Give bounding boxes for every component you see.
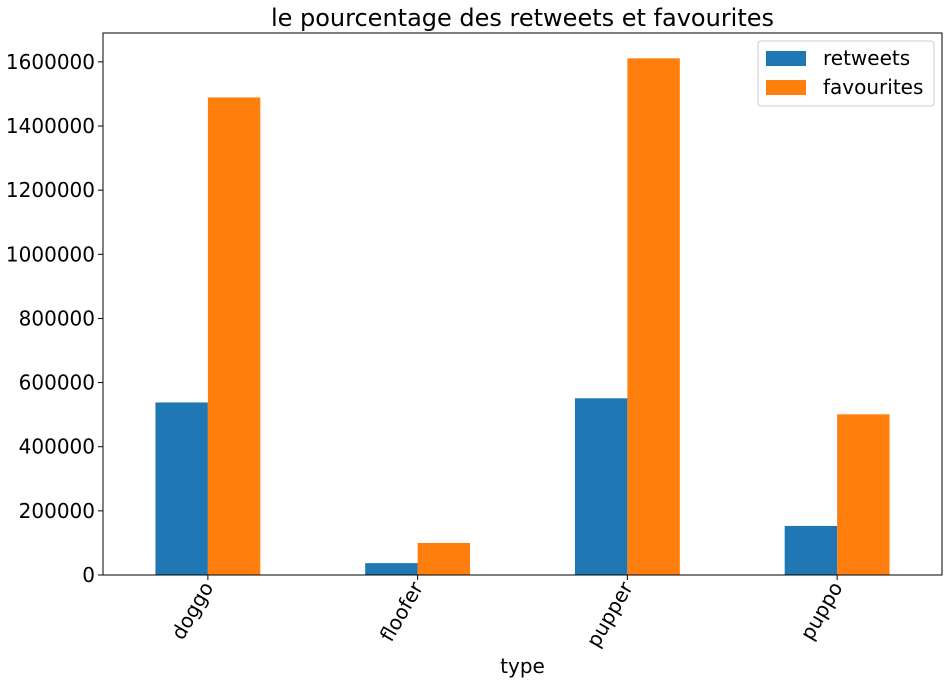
bar-retweets-puppo bbox=[784, 525, 838, 575]
legend-label-retweets: retweets bbox=[823, 46, 910, 70]
y-tick-label: 1400000 bbox=[6, 114, 95, 138]
y-tick-label: 800000 bbox=[19, 306, 95, 330]
x-axis: doggo floofer pupper puppo bbox=[166, 575, 847, 651]
legend: retweets favourites bbox=[757, 40, 935, 107]
y-tick-label: 0 bbox=[82, 563, 95, 587]
y-tick-label: 600000 bbox=[19, 371, 95, 395]
x-tick-label: puppo bbox=[795, 578, 847, 645]
bar-retweets-doggo bbox=[155, 402, 208, 575]
legend-swatch-retweets bbox=[766, 51, 806, 66]
chart-title: le pourcentage des retweets et favourite… bbox=[271, 4, 774, 32]
y-tick-label: 200000 bbox=[19, 499, 95, 523]
bar-retweets-floofer bbox=[365, 563, 418, 575]
bar-retweets-pupper bbox=[574, 398, 628, 575]
x-tick-label: pupper bbox=[581, 577, 638, 651]
legend-swatch-favourites bbox=[766, 80, 806, 95]
x-tick-label: doggo bbox=[166, 578, 218, 644]
x-tick-label: floofer bbox=[375, 577, 428, 646]
bar-favourites-doggo bbox=[207, 97, 261, 576]
y-tick-label: 400000 bbox=[19, 435, 95, 459]
plot-frame bbox=[102, 32, 943, 576]
bars-layer bbox=[155, 58, 890, 576]
x-axis-label: type bbox=[500, 654, 545, 678]
y-tick-label: 1200000 bbox=[6, 178, 95, 202]
bar-favourites-floofer bbox=[417, 542, 471, 575]
bar-favourites-puppo bbox=[837, 414, 890, 575]
y-axis: 0 200000 400000 600000 800000 1000000 1200000 1… bbox=[6, 50, 103, 587]
bar-favourites-pupper bbox=[627, 58, 680, 575]
legend-label-favourites: favourites bbox=[823, 75, 923, 99]
y-tick-label: 1000000 bbox=[6, 242, 95, 266]
y-tick-label: 1600000 bbox=[6, 50, 95, 74]
